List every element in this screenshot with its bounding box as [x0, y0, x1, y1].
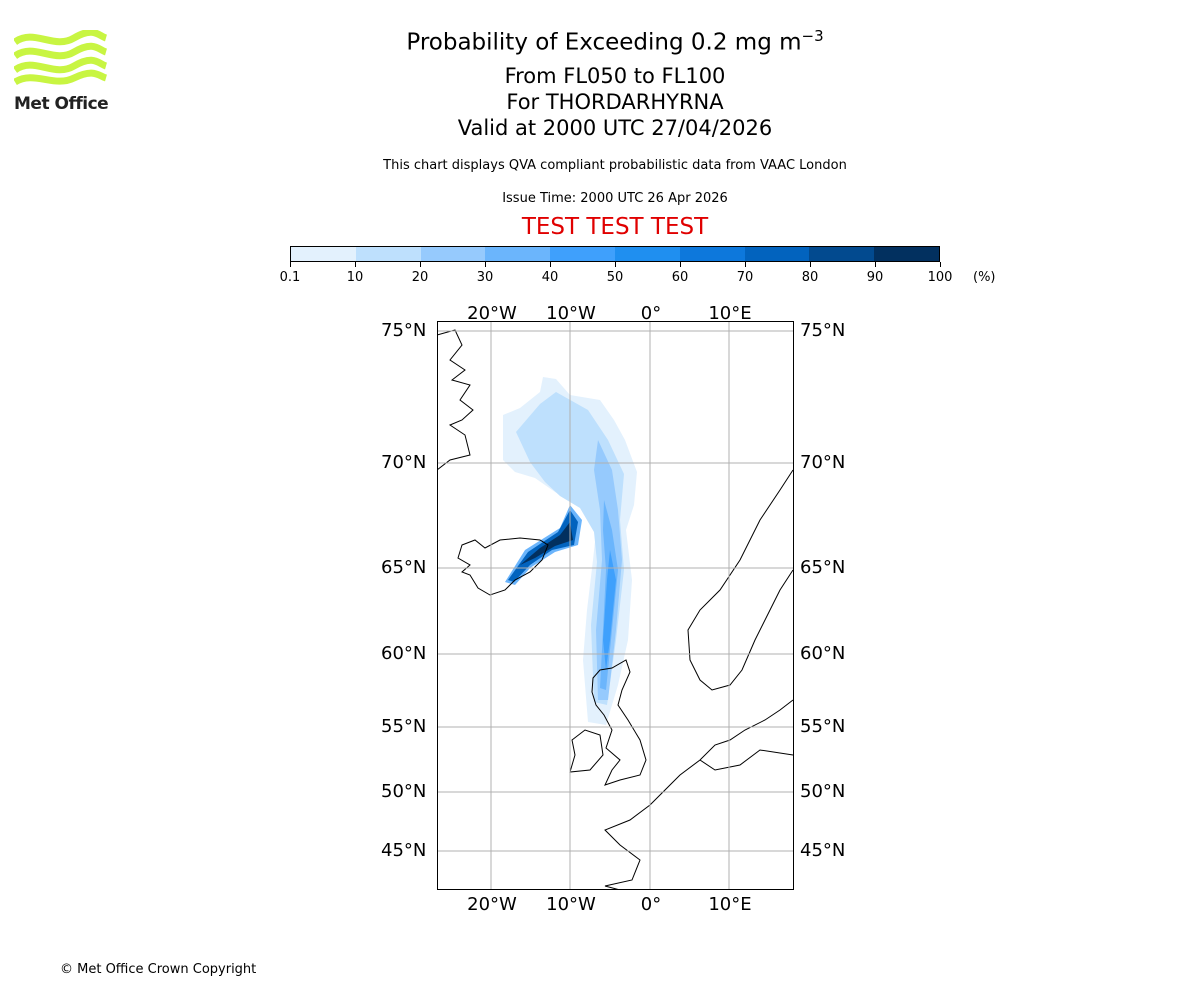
right-lat-label: 75°N — [800, 320, 846, 341]
map-panel — [437, 321, 794, 890]
bottom-lon-label: 20°W — [467, 894, 517, 915]
bottom-lon-label: 10°W — [546, 894, 596, 915]
colorbar-tick — [355, 262, 356, 267]
colorbar-segment — [485, 247, 551, 261]
colorbar-segment — [291, 247, 356, 261]
colorbar-tick-label: 20 — [411, 270, 429, 285]
logo-text: Met Office — [14, 94, 109, 114]
colorbar-tick — [680, 262, 681, 267]
colorbar-tick-label: 60 — [671, 270, 689, 285]
logo-waves-icon — [12, 28, 108, 86]
coastlines — [437, 329, 794, 890]
colorbar-tick — [615, 262, 616, 267]
volcano-name: For THORDARHYRNA — [506, 90, 724, 114]
colorbar-segment — [355, 247, 421, 261]
chart-description: This chart displays QVA compliant probab… — [383, 158, 847, 173]
top-lon-label: 0° — [640, 303, 662, 324]
ash-plume — [503, 377, 637, 725]
colorbar-segment — [679, 247, 745, 261]
colorbar-tick — [810, 262, 811, 267]
left-lat-label: 50°N — [381, 781, 427, 802]
bottom-lon-label: 10°E — [708, 894, 752, 915]
colorbar-tick — [485, 262, 486, 267]
map-frame — [437, 321, 794, 890]
bottom-lon-label: 0° — [640, 894, 662, 915]
scandinavia-coast — [687, 469, 794, 691]
plume-iceland-2 — [508, 510, 578, 582]
colorbar-tick — [420, 262, 421, 267]
left-lat-label: 75°N — [381, 320, 427, 341]
left-lat-label: 55°N — [381, 716, 427, 737]
top-lon-label: 10°W — [546, 303, 596, 324]
met-office-logo: Met Office — [12, 28, 109, 114]
top-lon-label: 20°W — [467, 303, 517, 324]
colorbar-unit: (%) — [973, 270, 996, 285]
uk-ireland-coast — [569, 659, 647, 786]
colorbar-tick — [290, 262, 291, 267]
colorbar-segment — [420, 247, 486, 261]
left-lat-label: 65°N — [381, 557, 427, 578]
colorbar-tick-label: 30 — [476, 270, 494, 285]
test-banner: TEST TEST TEST — [521, 214, 709, 240]
right-lat-label: 45°N — [800, 840, 846, 861]
colorbar-tick-label: 0.1 — [279, 270, 301, 285]
chart-title: Probability of Exceeding 0.2 mg m−3 — [15, 27, 1200, 56]
top-lon-label: 10°E — [708, 303, 752, 324]
colorbar-tick — [745, 262, 746, 267]
colorbar-tick-label: 80 — [801, 270, 819, 285]
colorbar-tick-label: 90 — [866, 270, 884, 285]
colorbar-tick-label: 40 — [541, 270, 559, 285]
colorbar-segment — [809, 247, 875, 261]
colorbar-segment — [614, 247, 680, 261]
colorbar-tick — [550, 262, 551, 267]
colorbar-tick — [875, 262, 876, 267]
right-lat-label: 55°N — [800, 716, 846, 737]
valid-time: Valid at 2000 UTC 27/04/2026 — [457, 116, 773, 140]
right-lat-label: 60°N — [800, 643, 846, 664]
flight-level-range: From FL050 to FL100 — [504, 64, 726, 88]
right-lat-label: 65°N — [800, 557, 846, 578]
copyright: © Met Office Crown Copyright — [60, 962, 257, 977]
greenland-coast — [437, 329, 474, 471]
colorbar-tick-label: 70 — [736, 270, 754, 285]
colorbar — [290, 246, 940, 262]
chart-title-text: Probability of Exceeding 0.2 mg m — [406, 29, 802, 56]
colorbar-tick — [940, 262, 941, 267]
gridlines — [437, 321, 794, 890]
right-lat-label: 70°N — [800, 452, 846, 473]
colorbar-tick-label: 50 — [606, 270, 624, 285]
left-lat-label: 60°N — [381, 643, 427, 664]
chart-title-exponent: −3 — [801, 27, 824, 45]
left-lat-label: 45°N — [381, 840, 427, 861]
colorbar-tick-label: 10 — [346, 270, 364, 285]
colorbar-tick-label: 100 — [927, 270, 953, 285]
colorbar-segment — [874, 247, 939, 261]
issue-time: Issue Time: 2000 UTC 26 Apr 2026 — [502, 191, 728, 206]
left-lat-label: 70°N — [381, 452, 427, 473]
plume-level-5 — [603, 550, 616, 670]
right-lat-label: 50°N — [800, 781, 846, 802]
colorbar-segment — [550, 247, 615, 261]
iceland-coast — [457, 537, 549, 596]
plume-iceland-3 — [520, 522, 573, 565]
colorbar-segment — [744, 247, 810, 261]
